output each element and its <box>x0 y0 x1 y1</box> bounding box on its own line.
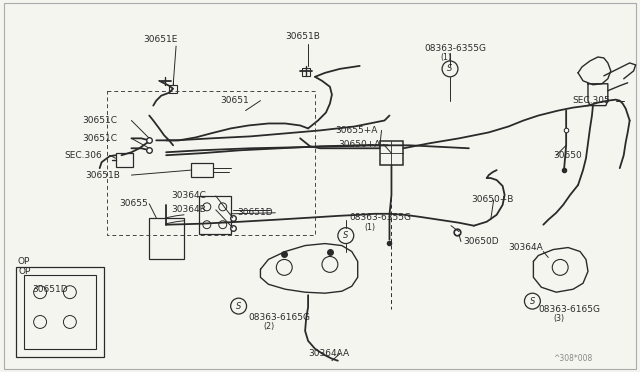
Text: 30650: 30650 <box>553 151 582 160</box>
Text: 30364B: 30364B <box>171 205 206 214</box>
Text: 30655: 30655 <box>120 199 148 208</box>
Text: (2): (2) <box>264 323 275 331</box>
Text: 30655+A: 30655+A <box>335 126 377 135</box>
Text: S: S <box>530 296 535 306</box>
Text: 08363-6355G: 08363-6355G <box>424 44 486 52</box>
Text: S: S <box>447 64 452 73</box>
Text: OP: OP <box>17 257 29 266</box>
Text: 30651: 30651 <box>221 96 250 105</box>
Bar <box>199 196 230 234</box>
Text: 30364C: 30364C <box>171 192 206 201</box>
Text: S: S <box>343 231 349 240</box>
Text: 30651B: 30651B <box>285 32 320 41</box>
Bar <box>169 85 177 93</box>
Text: 30364A: 30364A <box>509 243 543 252</box>
Text: 30650+A: 30650+A <box>338 140 380 149</box>
Text: 30650D: 30650D <box>463 237 499 246</box>
Text: (3): (3) <box>553 314 564 324</box>
Text: SEC.305: SEC.305 <box>572 96 610 105</box>
Text: OP: OP <box>19 267 31 276</box>
Text: 30650+B: 30650+B <box>471 195 513 204</box>
Text: 30651D: 30651D <box>32 285 68 294</box>
Text: (1): (1) <box>440 54 451 62</box>
Text: 08363-6355G: 08363-6355G <box>350 213 412 222</box>
Bar <box>191 163 213 177</box>
Text: 30651C: 30651C <box>82 134 116 143</box>
Bar <box>149 218 184 259</box>
Text: 08363-6165G: 08363-6165G <box>538 305 600 314</box>
Bar <box>380 141 403 165</box>
Text: 30651D: 30651D <box>237 208 273 217</box>
Text: (1): (1) <box>365 223 376 232</box>
Text: 30651C: 30651C <box>82 116 116 125</box>
Text: ^308*008: ^308*008 <box>553 354 593 363</box>
Text: 30651E: 30651E <box>143 35 178 44</box>
Text: 30364AA: 30364AA <box>308 349 349 358</box>
Bar <box>16 267 104 357</box>
Bar <box>116 153 133 167</box>
Text: SEC.306: SEC.306 <box>64 151 102 160</box>
Bar <box>24 275 96 349</box>
Text: S: S <box>236 302 241 311</box>
Text: 30651B: 30651B <box>86 171 120 180</box>
Text: 08363-6165G: 08363-6165G <box>248 312 310 321</box>
Bar <box>302 68 310 76</box>
